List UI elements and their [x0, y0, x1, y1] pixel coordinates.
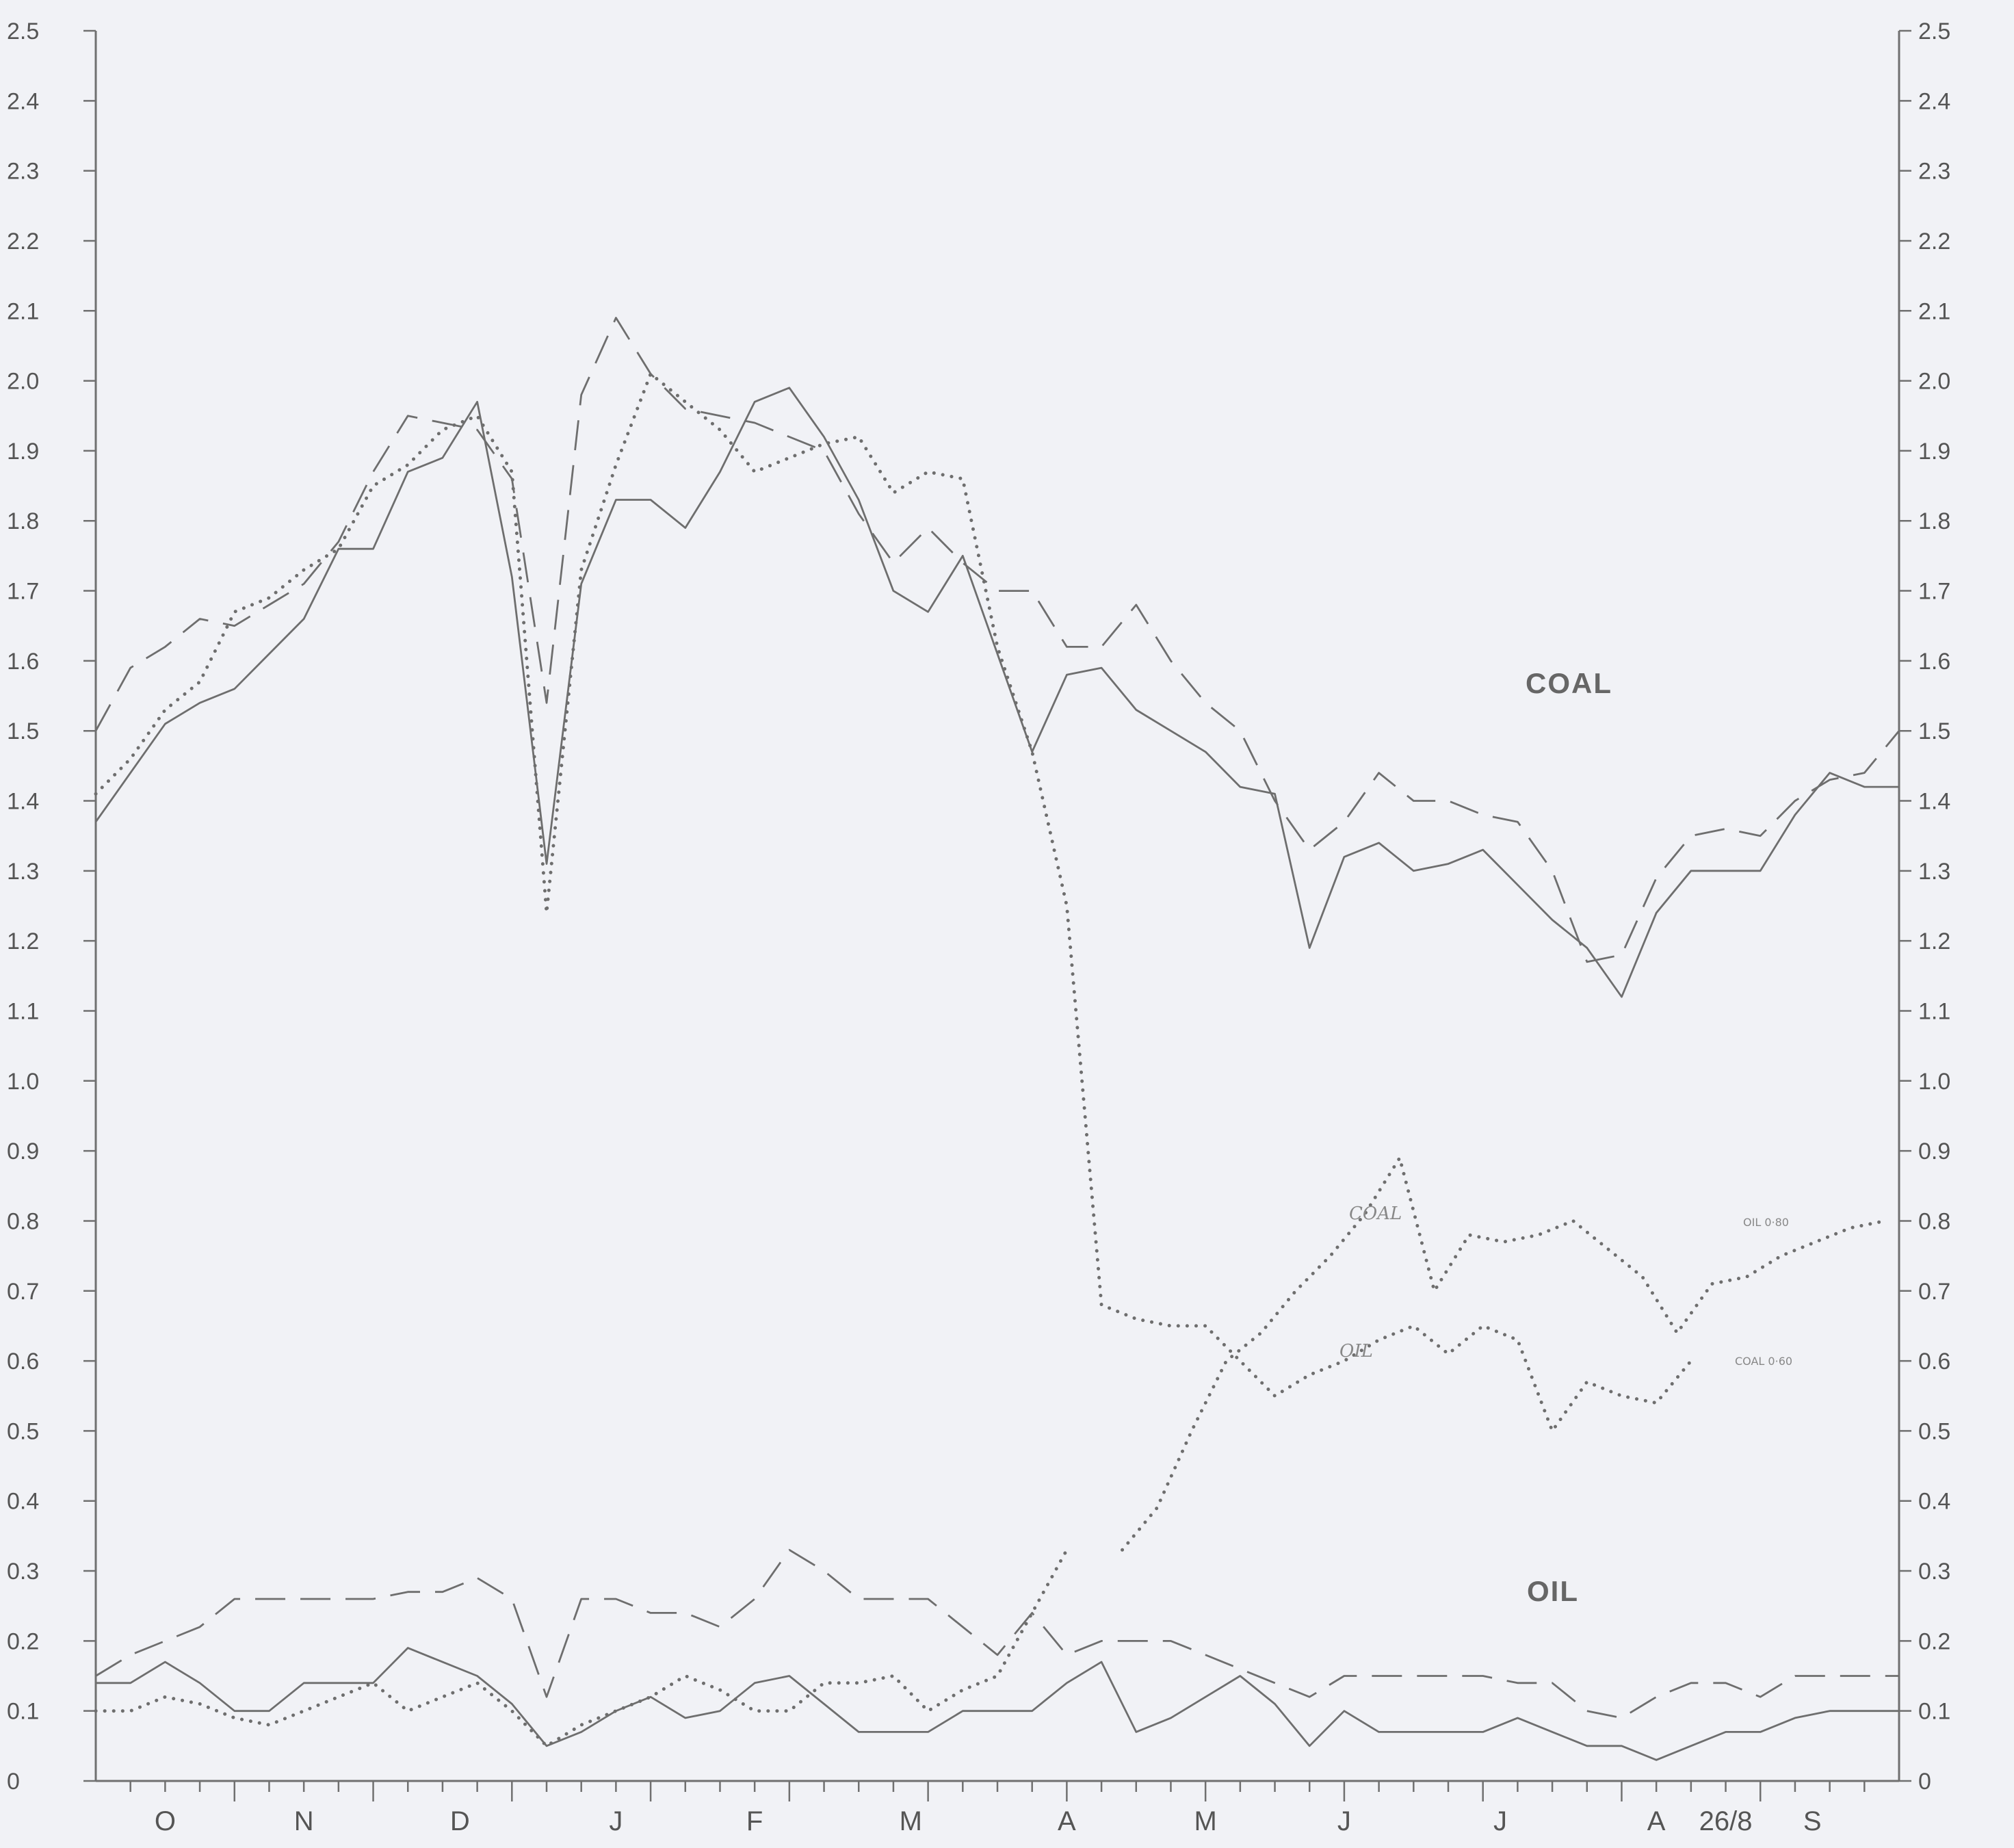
annotations: COAL OIL COAL OIL OIL 0·80 COAL 0·60: [1339, 667, 1792, 1607]
y-tick-label-right: 2.4: [1918, 88, 1950, 114]
y-tick-label-right: 1.4: [1918, 789, 1950, 815]
x-tick-label: D: [450, 1806, 470, 1836]
y-tick-label-right: 1.2: [1918, 928, 1950, 954]
y-tick-label-left: 2.4: [7, 88, 39, 114]
series-line-dotted: [94, 1548, 1069, 1748]
y-tick-label-left: 1.1: [7, 998, 39, 1024]
series-group: [94, 317, 1900, 1761]
y-tick-label-left: 0: [7, 1769, 20, 1795]
y-tick-label-right: 0.2: [1918, 1628, 1950, 1654]
x-tick-label: M: [900, 1806, 922, 1836]
y-tick-label-right: 2.3: [1918, 159, 1950, 185]
y-tick-label-left: 1.6: [7, 649, 39, 675]
y-tick-label-left: 0.3: [7, 1559, 39, 1585]
y-tick-label-right: 1.9: [1918, 439, 1950, 465]
y-tick-label-left: 0.6: [7, 1349, 39, 1375]
y-tick-label-left: 2.3: [7, 159, 39, 185]
y-tick-label-left: 1.9: [7, 439, 39, 465]
y-tick-label-left: 1.3: [7, 859, 39, 885]
y-tick-label-left: 0.2: [7, 1628, 39, 1654]
x-tick-label: M: [1194, 1806, 1216, 1836]
y-tick-label-right: 1.0: [1918, 1069, 1950, 1095]
y-tick-label-left: 1.2: [7, 928, 39, 954]
y-tick-label-left: 2.0: [7, 369, 39, 395]
x-tick-label: 26/8: [1699, 1806, 1753, 1836]
x-tick-label: S: [1803, 1806, 1822, 1836]
y-tick-label-right: 1.1: [1918, 998, 1950, 1024]
y-tick-label-right: 0.1: [1918, 1699, 1950, 1725]
y-tick-label-left: 0.5: [7, 1418, 39, 1444]
annotation-coal-value: COAL 0·60: [1735, 1355, 1792, 1368]
annotation-coal-handwritten: COAL: [1349, 1203, 1402, 1224]
y-tick-label-right: 2.5: [1918, 18, 1950, 44]
x-tick-label: F: [746, 1806, 763, 1836]
y-tick-label-left: 1.0: [7, 1069, 39, 1095]
series-line-dashed: [95, 1548, 1899, 1719]
series-line-dashed: [94, 317, 1900, 963]
x-tick-label: N: [294, 1806, 314, 1836]
y-tick-label-left: 2.2: [7, 229, 39, 255]
x-tick-label: A: [1058, 1806, 1076, 1836]
y-tick-label-right: 1.3: [1918, 859, 1950, 885]
y-tick-label-right: 0.7: [1918, 1279, 1950, 1305]
series-line-solid: [94, 387, 1899, 998]
y-tick-label-left: 0.4: [7, 1489, 39, 1515]
y-tick-label-right: 2.0: [1918, 369, 1950, 395]
series-line-solid: [96, 1647, 1899, 1761]
x-tick-label: O: [155, 1806, 176, 1836]
series-line-dotted: [1121, 1156, 1887, 1552]
x-axis: O N D J F M A M J J A 26/8 S: [129, 1781, 1866, 1836]
annotation-oil-lower: OIL: [1527, 1575, 1579, 1607]
y-tick-label-left: 2.1: [7, 298, 39, 324]
x-tick-label: J: [609, 1806, 623, 1836]
chart-axes: [94, 31, 1900, 1782]
y-tick-label-left: 0.1: [7, 1699, 39, 1725]
y-tick-label-left: 1.8: [7, 508, 39, 534]
y-tick-label-right: 1.8: [1918, 508, 1950, 534]
y-tick-label-right: 0.3: [1918, 1559, 1950, 1585]
y-tick-label-right: 1.7: [1918, 579, 1950, 605]
y-axis-left: 0 0.1 0.2 0.3 0.4 0.5 0.6 0.7 0.8 0.9 1.0 1.1 1.2 1.3…: [7, 18, 96, 1795]
y-tick-label-right: 1.6: [1918, 649, 1950, 675]
annotation-oil-value: OIL 0·80: [1743, 1216, 1789, 1229]
y-tick-label-right: 0.6: [1918, 1349, 1950, 1375]
y-tick-label-left: 1.7: [7, 579, 39, 605]
y-tick-label-right: 0.4: [1918, 1489, 1950, 1515]
y-tick-label-left: 0.7: [7, 1279, 39, 1305]
y-tick-label-left: 1.5: [7, 718, 39, 744]
y-tick-label-right: 0.9: [1918, 1138, 1950, 1164]
x-tick-label: A: [1647, 1806, 1666, 1836]
x-tick-label: J: [1337, 1806, 1351, 1836]
y-tick-label-left: 1.4: [7, 789, 39, 815]
y-tick-label-right: 0.8: [1918, 1208, 1950, 1234]
y-tick-label-right: 0: [1918, 1769, 1931, 1795]
annotation-coal-upper: COAL: [1526, 667, 1612, 699]
y-tick-label-left: 0.8: [7, 1208, 39, 1234]
annotation-oil-handwritten: OIL: [1339, 1341, 1373, 1362]
y-tick-label-left: 0.9: [7, 1138, 39, 1164]
y-tick-label-left: 2.5: [7, 18, 39, 44]
series-line-dotted: [94, 372, 1693, 1433]
x-tick-label: J: [1493, 1806, 1507, 1836]
y-tick-label-right: 2.1: [1918, 298, 1950, 324]
y-tick-label-right: 0.5: [1918, 1418, 1950, 1444]
y-tick-label-right: 1.5: [1918, 718, 1950, 744]
y-tick-label-right: 2.2: [1918, 229, 1950, 255]
y-axis-right: 0 0.1 0.2 0.3 0.4 0.5 0.6 0.7 0.8 0.9 1.0 1.1 1.2 1.3…: [1899, 18, 1950, 1795]
